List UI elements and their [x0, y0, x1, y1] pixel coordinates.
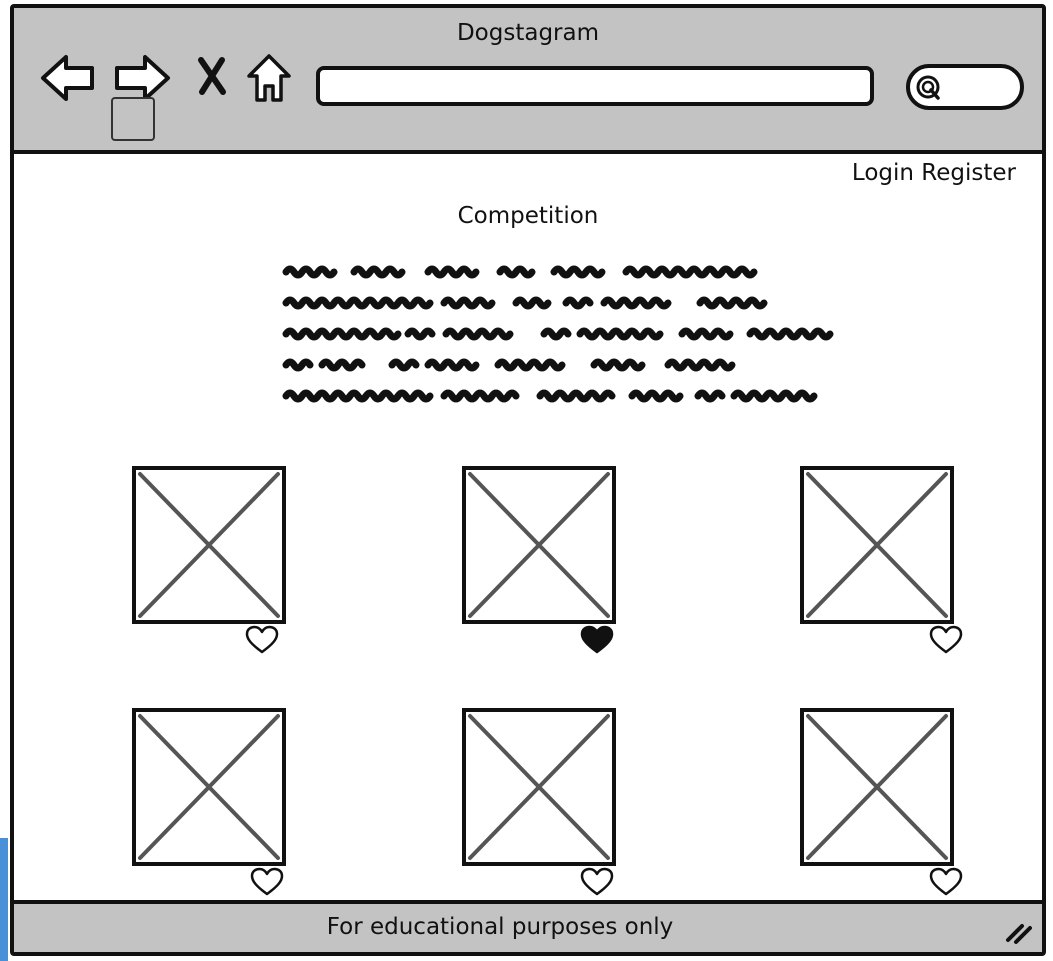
- home-icon[interactable]: [246, 52, 292, 104]
- heart-filled-icon[interactable]: [580, 625, 614, 655]
- page-title: Competition: [457, 203, 599, 229]
- heart-outline-icon[interactable]: [245, 625, 279, 655]
- gallery-item[interactable]: [800, 466, 963, 654]
- heart-outline-icon[interactable]: [580, 867, 614, 897]
- gallery-item[interactable]: [132, 708, 286, 896]
- url-bar[interactable]: [316, 66, 874, 106]
- resize-handle-icon[interactable]: [1002, 918, 1036, 946]
- image-placeholder: [800, 708, 954, 866]
- status-bar: For educational purposes only: [14, 900, 1042, 952]
- redacted-line-4: [282, 358, 736, 372]
- gallery-item[interactable]: [462, 466, 616, 654]
- redacted-line-3: [282, 327, 834, 341]
- search-icon: [916, 75, 940, 100]
- redacted-line-1: [282, 265, 758, 279]
- redacted-line-2: [282, 296, 768, 310]
- image-placeholder: [132, 708, 286, 866]
- redacted-line-5: [282, 389, 818, 403]
- login-link[interactable]: Login: [851, 160, 914, 186]
- back-arrow-icon[interactable]: [40, 52, 96, 104]
- footer-text: For educational purposes only: [326, 914, 674, 940]
- browser-window: Dogstagram: [10, 4, 1046, 956]
- image-placeholder: [462, 466, 616, 624]
- window-title: Dogstagram: [456, 20, 600, 46]
- browser-chrome: Dogstagram: [14, 8, 1042, 154]
- image-placeholder: [132, 466, 286, 624]
- search-field[interactable]: [906, 64, 1024, 110]
- tab-placeholder-box: [111, 97, 155, 141]
- heart-outline-icon[interactable]: [929, 867, 963, 897]
- heart-outline-icon[interactable]: [929, 625, 963, 655]
- side-accent-tab: [0, 838, 8, 961]
- auth-links: Login Register: [852, 160, 1016, 186]
- register-link[interactable]: Register: [921, 160, 1016, 186]
- gallery-item[interactable]: [132, 466, 286, 654]
- gallery-item[interactable]: [462, 708, 616, 896]
- image-placeholder: [462, 708, 616, 866]
- heart-outline-icon[interactable]: [250, 867, 284, 897]
- gallery-item[interactable]: [800, 708, 963, 896]
- image-placeholder: [800, 466, 954, 624]
- close-icon[interactable]: [196, 56, 228, 96]
- redacted-text-block: [282, 265, 834, 403]
